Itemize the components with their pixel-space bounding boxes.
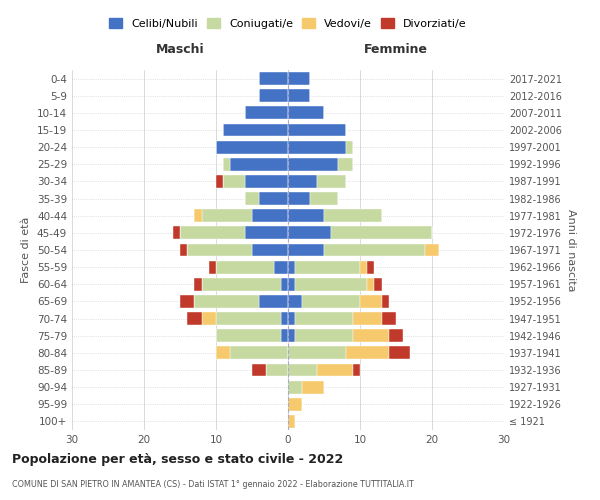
Bar xyxy=(259,295,288,308)
Bar xyxy=(216,330,281,342)
Bar xyxy=(288,330,295,342)
Bar xyxy=(302,380,324,394)
Y-axis label: Fasce di età: Fasce di età xyxy=(22,217,31,283)
Bar xyxy=(266,364,288,376)
Bar xyxy=(302,295,360,308)
Bar xyxy=(382,295,389,308)
Bar xyxy=(202,210,252,222)
Bar xyxy=(245,175,288,188)
Bar xyxy=(317,364,353,376)
Bar xyxy=(194,278,202,290)
Bar xyxy=(288,72,310,85)
Bar xyxy=(288,210,324,222)
Bar xyxy=(252,364,266,376)
Y-axis label: Anni di nascita: Anni di nascita xyxy=(566,209,576,291)
Bar xyxy=(288,244,324,256)
Bar xyxy=(252,244,288,256)
Bar xyxy=(382,312,396,325)
Bar xyxy=(288,415,295,428)
Bar xyxy=(288,364,317,376)
Bar xyxy=(216,312,281,325)
Bar xyxy=(187,312,202,325)
Bar xyxy=(288,158,338,170)
Bar xyxy=(295,312,353,325)
Bar xyxy=(281,312,288,325)
Bar xyxy=(281,278,288,290)
Bar xyxy=(259,192,288,205)
Bar xyxy=(425,244,439,256)
Text: Femmine: Femmine xyxy=(364,42,428,56)
Bar xyxy=(288,295,302,308)
Bar xyxy=(194,295,259,308)
Bar xyxy=(281,330,288,342)
Bar xyxy=(288,124,346,136)
Legend: Celibi/Nubili, Coniugati/e, Vedovi/e, Divorziati/e: Celibi/Nubili, Coniugati/e, Vedovi/e, Di… xyxy=(109,18,467,28)
Bar xyxy=(288,346,346,360)
Bar xyxy=(216,140,288,153)
Bar xyxy=(310,192,338,205)
Bar xyxy=(353,364,360,376)
Bar xyxy=(173,226,180,239)
Bar xyxy=(288,192,310,205)
Bar xyxy=(288,398,302,410)
Bar xyxy=(389,330,403,342)
Bar xyxy=(288,278,295,290)
Text: Maschi: Maschi xyxy=(155,42,205,56)
Bar xyxy=(288,106,324,120)
Bar xyxy=(389,346,410,360)
Bar xyxy=(288,226,331,239)
Bar xyxy=(202,312,216,325)
Bar xyxy=(180,295,194,308)
Bar xyxy=(259,72,288,85)
Bar xyxy=(288,175,317,188)
Bar xyxy=(223,158,230,170)
Bar xyxy=(331,226,432,239)
Bar xyxy=(295,260,360,274)
Bar xyxy=(288,90,310,102)
Bar xyxy=(317,175,346,188)
Bar xyxy=(338,158,353,170)
Bar xyxy=(216,175,223,188)
Text: Popolazione per età, sesso e stato civile - 2022: Popolazione per età, sesso e stato civil… xyxy=(12,452,343,466)
Bar xyxy=(180,226,245,239)
Bar xyxy=(216,260,274,274)
Bar xyxy=(295,330,353,342)
Bar xyxy=(360,260,367,274)
Bar xyxy=(353,330,389,342)
Bar xyxy=(288,380,302,394)
Bar xyxy=(324,210,382,222)
Bar xyxy=(202,278,281,290)
Bar xyxy=(223,175,245,188)
Bar xyxy=(245,192,259,205)
Bar xyxy=(274,260,288,274)
Bar xyxy=(216,346,230,360)
Bar xyxy=(288,260,295,274)
Bar xyxy=(245,226,288,239)
Bar xyxy=(194,210,202,222)
Bar xyxy=(230,158,288,170)
Bar xyxy=(346,140,353,153)
Bar xyxy=(288,140,346,153)
Bar xyxy=(295,278,367,290)
Bar xyxy=(288,312,295,325)
Bar xyxy=(367,278,374,290)
Bar xyxy=(360,295,382,308)
Bar xyxy=(367,260,374,274)
Bar xyxy=(223,124,288,136)
Bar xyxy=(346,346,389,360)
Bar xyxy=(324,244,425,256)
Bar xyxy=(353,312,382,325)
Bar xyxy=(209,260,216,274)
Bar xyxy=(180,244,187,256)
Bar xyxy=(230,346,288,360)
Bar xyxy=(245,106,288,120)
Bar xyxy=(374,278,382,290)
Bar xyxy=(252,210,288,222)
Text: COMUNE DI SAN PIETRO IN AMANTEA (CS) - Dati ISTAT 1° gennaio 2022 - Elaborazione: COMUNE DI SAN PIETRO IN AMANTEA (CS) - D… xyxy=(12,480,414,489)
Bar xyxy=(187,244,252,256)
Bar xyxy=(259,90,288,102)
